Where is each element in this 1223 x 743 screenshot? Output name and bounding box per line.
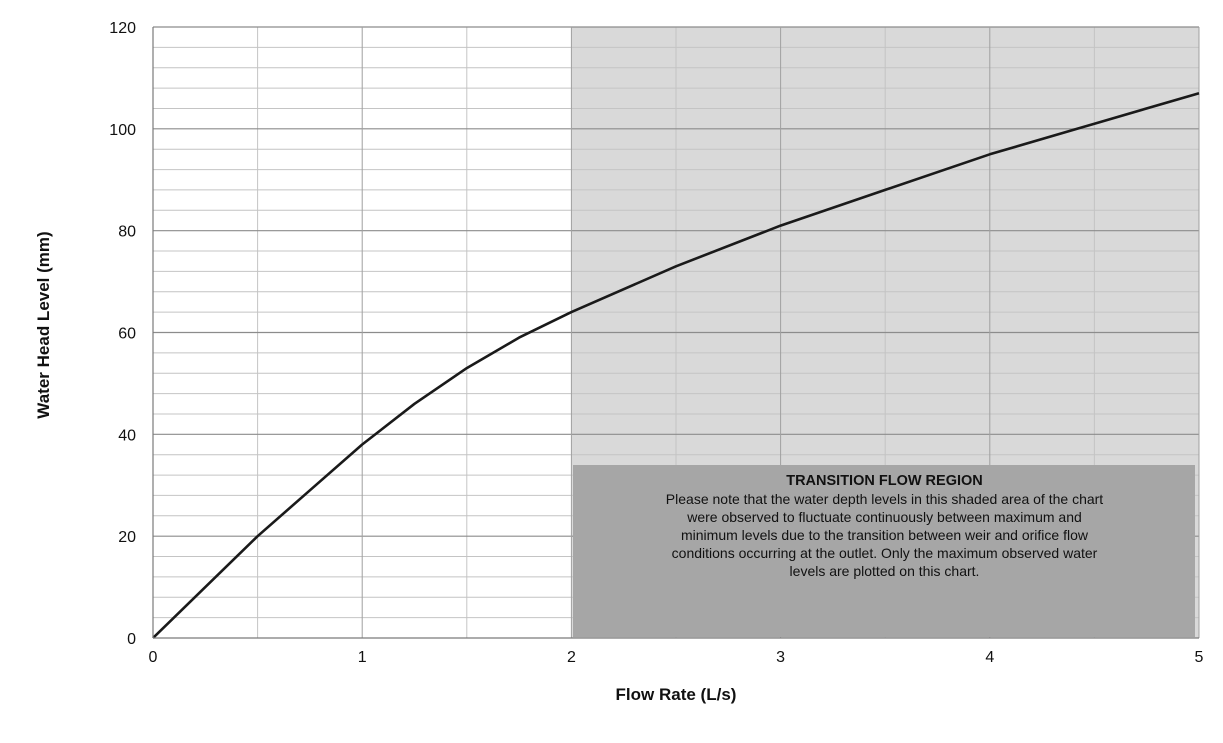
y-tick-label: 20 (118, 529, 136, 546)
y-tick-label: 0 (127, 631, 136, 648)
x-tick-label: 3 (776, 649, 785, 666)
x-tick-label: 4 (985, 649, 994, 666)
transition-note-box (573, 465, 1195, 637)
transition-note-line-2: were observed to fluctuate continuously … (687, 509, 1082, 525)
y-tick-label: 80 (118, 224, 136, 241)
transition-note: TRANSITION FLOW REGION Please note that … (583, 472, 1186, 580)
x-tick-label: 0 (149, 649, 158, 666)
y-tick-label: 120 (109, 20, 136, 37)
transition-note-line-5: levels are plotted on this chart. (789, 563, 980, 579)
x-tick-label: 5 (1195, 649, 1204, 666)
x-tick-label: 1 (358, 649, 367, 666)
transition-note-title: TRANSITION FLOW REGION (786, 473, 983, 489)
transition-note-line-4: conditions occurring at the outlet. Only… (671, 545, 1098, 561)
series-line-1 (152, 91, 1200, 639)
y-tick-label: 100 (109, 122, 136, 139)
y-tick-label: 60 (118, 326, 136, 343)
x-axis-title: Flow Rate (L/s) (616, 685, 737, 704)
transition-note-line-1: Please note that the water depth levels … (665, 491, 1104, 507)
transition-note-line-3: minimum levels due to the transition bet… (681, 527, 1088, 543)
y-axis-title: Water Head Level (mm) (34, 231, 53, 418)
x-tick-label: 2 (567, 649, 576, 666)
y-tick-label: 40 (118, 427, 136, 444)
